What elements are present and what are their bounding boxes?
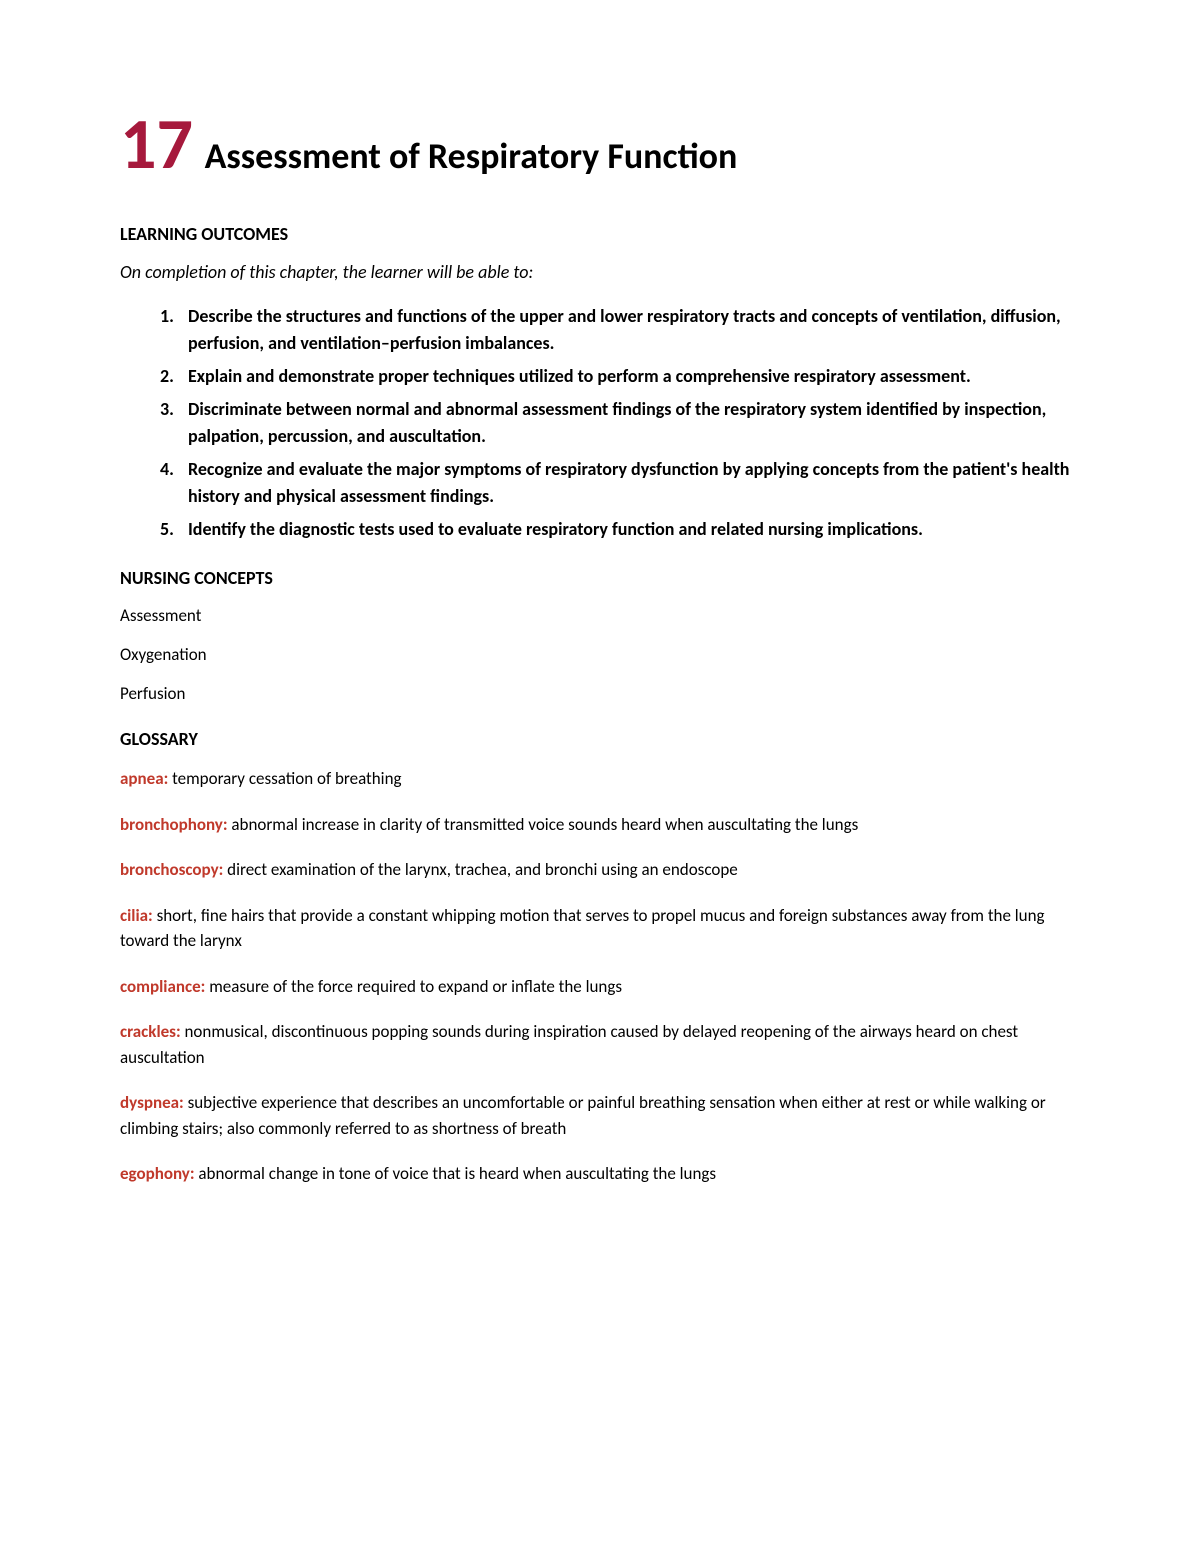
glossary-definition: abnormal change in tone of voice that is… [195, 1163, 717, 1184]
glossary-definition: temporary cessation of breathing [168, 768, 401, 789]
nursing-concepts-heading: NURSING CONCEPTS [120, 567, 1080, 589]
glossary-entry: bronchoscopy: direct examination of the … [120, 857, 1080, 883]
chapter-title-block: 17 Assessment of Respiratory Function [120, 100, 1080, 188]
glossary-entry: bronchophony: abnormal increase in clari… [120, 812, 1080, 838]
learning-outcomes-list: Describe the structures and functions of… [160, 303, 1080, 543]
glossary-term: dyspnea: [120, 1092, 184, 1113]
outcome-item: Discriminate between normal and abnormal… [160, 396, 1080, 450]
glossary-definition: short, fine hairs that provide a constan… [120, 905, 1045, 952]
glossary-definition: measure of the force required to expand … [205, 976, 622, 997]
glossary-term: apnea: [120, 768, 168, 789]
glossary-definition: abnormal increase in clarity of transmit… [228, 814, 859, 835]
glossary-entry: compliance: measure of the force require… [120, 974, 1080, 1000]
outcome-item: Describe the structures and functions of… [160, 303, 1080, 357]
outcome-item: Identify the diagnostic tests used to ev… [160, 516, 1080, 543]
glossary-entry: dyspnea: subjective experience that desc… [120, 1090, 1080, 1141]
glossary-term: cilia: [120, 905, 153, 926]
glossary-entry: crackles: nonmusical, discontinuous popp… [120, 1019, 1080, 1070]
chapter-number: 17 [120, 100, 193, 188]
glossary-term: crackles: [120, 1021, 181, 1042]
learning-outcomes-heading: LEARNING OUTCOMES [120, 223, 1080, 245]
learning-outcomes-intro: On completion of this chapter, the learn… [120, 261, 1080, 283]
outcome-item: Recognize and evaluate the major symptom… [160, 456, 1080, 510]
glossary-entry: cilia: short, fine hairs that provide a … [120, 903, 1080, 954]
glossary-definition: subjective experience that describes an … [120, 1092, 1046, 1139]
concept-item: Oxygenation [120, 644, 1080, 665]
glossary-heading: GLOSSARY [120, 728, 1080, 750]
glossary-term: egophony: [120, 1163, 195, 1184]
glossary-term: bronchophony: [120, 814, 228, 835]
glossary-term: bronchoscopy: [120, 859, 223, 880]
glossary-term: compliance: [120, 976, 205, 997]
glossary-definition: direct examination of the larynx, trache… [223, 859, 737, 880]
concept-item: Assessment [120, 605, 1080, 626]
chapter-name: Assessment of Respiratory Function [205, 134, 738, 178]
concept-item: Perfusion [120, 683, 1080, 704]
outcome-item: Explain and demonstrate proper technique… [160, 363, 1080, 390]
glossary-definition: nonmusical, discontinuous popping sounds… [120, 1021, 1018, 1068]
glossary-entry: apnea: temporary cessation of breathing [120, 766, 1080, 792]
glossary-entry: egophony: abnormal change in tone of voi… [120, 1161, 1080, 1187]
